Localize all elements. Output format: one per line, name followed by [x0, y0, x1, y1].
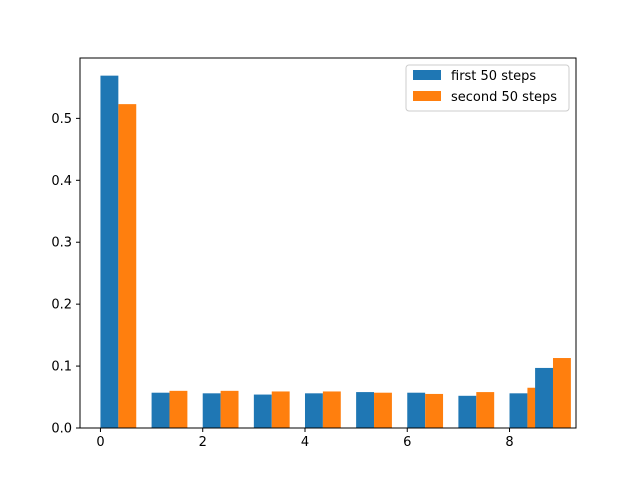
bar-first-50-steps-4	[304, 393, 323, 428]
bar-second-50-steps-6	[425, 393, 444, 428]
legend-swatch-second-50-steps	[413, 91, 441, 101]
bar-first-50-steps-1	[151, 392, 170, 428]
bar-second-50-steps-1	[169, 390, 188, 428]
y-tick-label-0.2: 0.2	[51, 298, 72, 313]
y-tick-label-0.3: 0.3	[51, 236, 72, 251]
y-tick-label-0: 0.0	[51, 422, 72, 437]
plot-frame	[79, 57, 577, 429]
bar-first-50-steps-6	[407, 392, 426, 428]
bar-first-50-steps-2	[202, 393, 221, 428]
x-tick-label-4: 4	[301, 435, 309, 450]
legend-swatch-first-50-steps	[413, 70, 441, 80]
bar-second-50-steps-0	[118, 104, 137, 429]
x-tick-label-2: 2	[199, 435, 207, 450]
bar-first-50-steps-8	[509, 393, 528, 428]
bar-second-50-steps-7	[476, 392, 495, 428]
x-tick-label-0: 0	[96, 435, 104, 450]
bars-layer	[100, 75, 571, 429]
bar-first-50-steps-extra	[535, 367, 553, 428]
bar-first-50-steps-0	[100, 75, 119, 429]
legend-label-first-50-steps: first 50 steps	[451, 69, 536, 84]
y-tick-label-0.1: 0.1	[51, 360, 72, 375]
bar-second-50-steps-2	[220, 390, 239, 428]
bar-first-50-steps-3	[253, 394, 272, 428]
legend-label-second-50-steps: second 50 steps	[451, 90, 557, 105]
y-tick-label-0.4: 0.4	[51, 174, 72, 189]
bar-first-50-steps-5	[356, 392, 375, 428]
y-axis: 0.0 0.1 0.2 0.3 0.4 0.5	[51, 112, 80, 437]
x-tick-label-8: 8	[505, 435, 513, 450]
legend-frame	[405, 64, 570, 112]
y-tick-label-0.5: 0.5	[51, 112, 72, 127]
bar-second-50-steps-4	[322, 391, 341, 428]
bar-second-50-steps-3	[271, 391, 290, 428]
legend: first 50 steps second 50 steps	[405, 64, 570, 112]
bar-second-50-steps-5	[374, 392, 392, 428]
x-axis: 0 2 4 6 8	[96, 428, 514, 450]
bar-second-50-steps-extra	[552, 358, 571, 428]
x-tick-label-6: 6	[403, 435, 411, 450]
bar-first-50-steps-7	[458, 395, 477, 428]
